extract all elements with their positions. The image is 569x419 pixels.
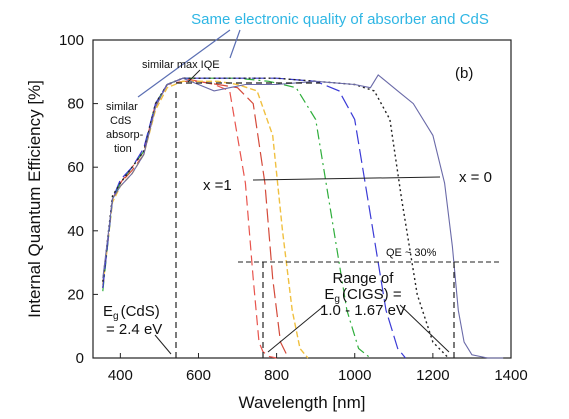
x-tick-label: 600	[186, 367, 211, 384]
x-tick-label: 1000	[338, 367, 371, 384]
x-tick-label: 400	[108, 367, 133, 384]
x-axis-title: Wavelength [nm]	[239, 393, 366, 412]
x1-arrow	[252, 176, 441, 181]
series-line-5	[102, 77, 406, 359]
range-label-line1: Range of	[333, 270, 395, 287]
annotation-arrows	[137, 29, 450, 355]
x-tick-label: 1400	[494, 367, 527, 384]
range-label-line3: 1.0 - 1.67 eV	[320, 302, 406, 319]
eg-cds-line2: = 2.4 eV	[106, 321, 162, 338]
range-label-e: E	[324, 286, 334, 303]
series-line-2	[102, 80, 289, 359]
eg-cds-rest: (CdS)	[121, 303, 160, 320]
y-tick-label: 40	[67, 223, 84, 240]
x-tick-label: 1200	[416, 367, 449, 384]
similar-max-iqe-label: similar max IQE	[142, 59, 220, 71]
y-tick-label: 20	[67, 286, 84, 303]
cds-arrow	[154, 334, 172, 355]
max-iqe-arrow	[187, 69, 201, 83]
x0-label: x = 0	[459, 169, 492, 186]
qe30-label: QE ~ 30%	[386, 247, 437, 259]
similar-cds-line3: absorp-	[106, 129, 144, 141]
y-axis-title: Internal Quantum Efficiency [%]	[25, 80, 44, 318]
range-label-line2: Eg (CIGS) =	[324, 286, 401, 305]
title-arrow-2	[229, 29, 241, 59]
series-line-6	[102, 77, 449, 359]
title-arrow-1	[137, 29, 231, 98]
y-ticks: 0 20 40 60 80 100	[59, 32, 98, 367]
similar-cds-line2: CdS	[110, 115, 131, 127]
x-tick-label: 800	[264, 367, 289, 384]
x1-label: x =1	[203, 177, 232, 194]
curves-group	[102, 74, 504, 359]
range-label-sub: g	[334, 294, 340, 305]
y-tick-label: 0	[76, 350, 84, 367]
x-ticks: 400 600 800 1000 1200 1400	[108, 353, 528, 384]
y-tick-label: 100	[59, 32, 84, 49]
plot-frame	[92, 39, 512, 359]
eg-cds-line1: Eg (CdS)	[103, 303, 160, 322]
series-line-7	[102, 74, 504, 359]
y-tick-label: 60	[67, 159, 84, 176]
y-tick-label: 80	[67, 96, 84, 113]
range-label-rest: (CIGS) =	[342, 286, 402, 303]
similar-cds-line1: similar	[106, 101, 138, 113]
range-arrow-left	[267, 304, 326, 353]
eg-cds-sub: g	[113, 311, 119, 322]
chart-title: Same electronic quality of absorber and …	[191, 11, 489, 28]
panel-label: (b)	[455, 65, 473, 82]
range-arrow-right	[399, 304, 450, 353]
similar-cds-line4: tion	[114, 143, 132, 155]
eg-cds-e: E	[103, 303, 113, 320]
